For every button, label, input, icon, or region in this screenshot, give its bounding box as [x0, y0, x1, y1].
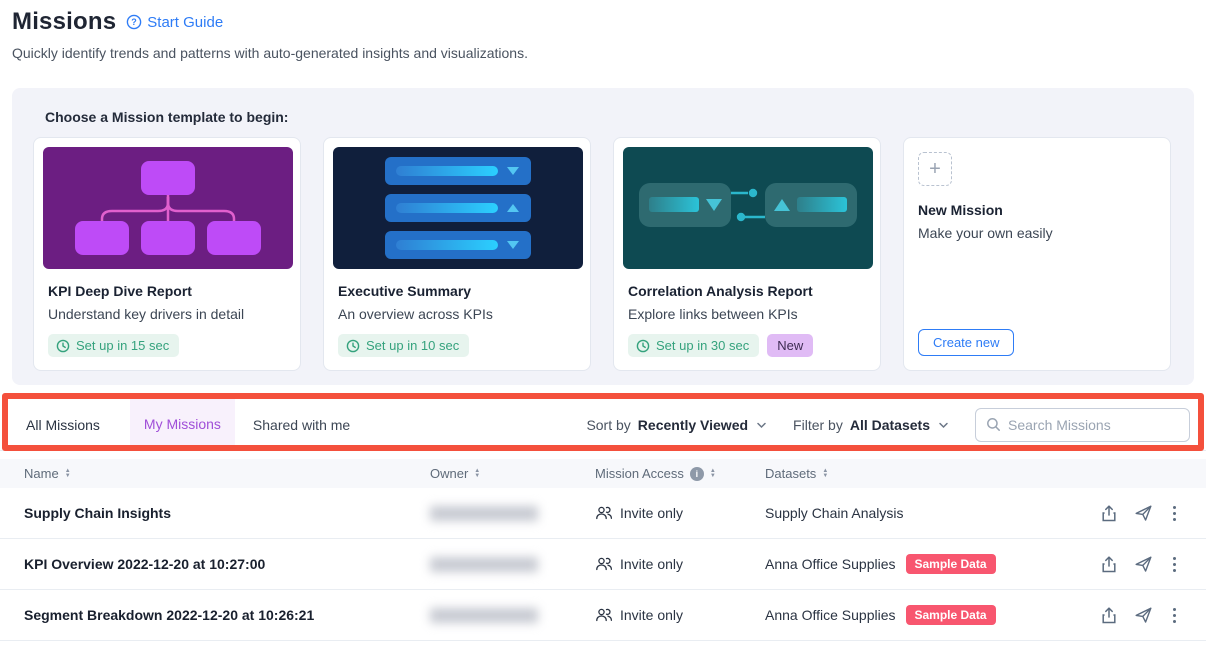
dataset-cell: Anna Office Supplies Sample Data [765, 554, 1090, 574]
column-header-mission-access[interactable]: Mission Access i ▲ ▼ [595, 466, 716, 481]
correlation-illustration [623, 147, 873, 269]
chevron-down-icon [756, 421, 767, 429]
sort-arrows-icon: ▲ ▼ [822, 467, 829, 479]
setup-time-badge: Set up in 15 sec [48, 334, 180, 357]
question-circle-icon: ? [126, 14, 142, 30]
export-icon[interactable] [1100, 504, 1118, 523]
kebab-menu-icon[interactable] [1169, 504, 1180, 523]
card-title: Correlation Analysis Report [628, 283, 813, 299]
filter-by-value: All Datasets [849, 416, 930, 433]
mission-access: Invite only [595, 556, 765, 572]
kebab-menu-icon[interactable] [1169, 606, 1180, 625]
table-row[interactable]: Segment Breakdown 2022-12-20 at 10:26:21… [0, 590, 1206, 641]
missions-table: Name ▲ ▼ Owner ▲ ▼ Mission Access i ▲ ▼ Dat… [0, 459, 1206, 641]
table-row[interactable]: KPI Overview 2022-12-20 at 10:27:00 Invi… [0, 539, 1206, 590]
table-row[interactable]: Supply Chain Insights Invite only Supply… [0, 488, 1206, 539]
template-card-kpi-deep-dive[interactable]: KPI Deep Dive Report Understand key driv… [33, 137, 301, 371]
owner-redacted [430, 607, 538, 623]
mission-access: Invite only [595, 505, 765, 521]
filter-by-dropdown[interactable]: Filter by All Datasets [793, 417, 949, 433]
summary-bars-illustration [333, 147, 583, 269]
kpi-tree-illustration [43, 147, 293, 269]
tab-my-missions[interactable]: My Missions [129, 399, 235, 450]
sort-by-dropdown[interactable]: Sort by Recently Viewed [586, 417, 767, 433]
dataset-cell: Anna Office Supplies Sample Data [765, 605, 1090, 625]
column-header-name[interactable]: Name ▲ ▼ [24, 466, 71, 481]
sort-arrows-icon: ▲ ▼ [709, 467, 716, 479]
page-header: Missions ? Start Guide Quickly identify … [12, 8, 528, 61]
template-heading: Choose a Mission template to begin: [45, 109, 289, 125]
tab-all-missions[interactable]: All Missions [26, 416, 100, 433]
people-icon [596, 557, 613, 571]
start-guide-label: Start Guide [147, 13, 224, 31]
clock-icon [56, 339, 70, 352]
card-title: KPI Deep Dive Report [48, 283, 192, 299]
owner-redacted [430, 505, 538, 521]
card-title: Executive Summary [338, 283, 472, 299]
mission-name[interactable]: Supply Chain Insights [24, 505, 172, 521]
svg-text:?: ? [132, 17, 138, 27]
table-header-row: Name ▲ ▼ Owner ▲ ▼ Mission Access i ▲ ▼ Dat… [0, 459, 1206, 488]
mission-name[interactable]: Segment Breakdown 2022-12-20 at 10:26:21 [24, 607, 315, 623]
people-icon [596, 608, 613, 622]
card-subtitle: Understand key drivers in detail [48, 306, 245, 322]
start-guide-link[interactable]: ? Start Guide [126, 14, 223, 31]
mission-name[interactable]: KPI Overview 2022-12-20 at 10:27:00 [24, 556, 266, 572]
export-icon[interactable] [1100, 606, 1118, 625]
dataset-cell: Supply Chain Analysis [765, 505, 904, 521]
sample-data-badge: Sample Data [905, 605, 996, 625]
missions-list-toolbar: All Missions My Missions Shared with me … [0, 399, 1206, 451]
export-icon[interactable] [1100, 555, 1118, 574]
search-icon [987, 418, 1000, 431]
card-subtitle: Explore links between KPIs [628, 306, 798, 322]
card-subtitle: An overview across KPIs [338, 306, 493, 322]
template-panel: Choose a Mission template to begin: KPI … [12, 88, 1194, 385]
page-subtitle: Quickly identify trends and patterns wit… [12, 45, 528, 61]
info-icon[interactable]: i [689, 466, 704, 481]
clock-icon [346, 339, 360, 352]
setup-time-badge: Set up in 10 sec [338, 334, 470, 357]
sort-by-label: Sort by [586, 416, 631, 433]
people-icon [596, 506, 613, 520]
send-icon[interactable] [1134, 504, 1153, 522]
new-mission-subtitle: Make your own easily [918, 225, 1053, 241]
page-title: Missions [12, 8, 117, 35]
clock-icon [636, 339, 650, 352]
create-new-button[interactable]: Create new [918, 329, 1015, 356]
send-icon[interactable] [1134, 606, 1153, 624]
plus-icon: + [918, 152, 952, 186]
sample-data-badge: Sample Data [905, 554, 996, 574]
new-mission-card[interactable]: + New Mission Make your own easily Creat… [903, 137, 1171, 371]
new-mission-title: New Mission [918, 202, 1003, 218]
mission-access: Invite only [595, 607, 765, 623]
sort-by-value: Recently Viewed [637, 416, 749, 433]
send-icon[interactable] [1134, 555, 1153, 573]
search-input[interactable] [1008, 416, 1179, 433]
owner-redacted [430, 556, 538, 572]
sort-arrows-icon: ▲ ▼ [64, 467, 71, 479]
template-card-executive-summary[interactable]: Executive Summary An overview across KPI… [323, 137, 591, 371]
sort-arrows-icon: ▲ ▼ [474, 467, 481, 479]
filter-by-label: Filter by [793, 416, 843, 433]
kebab-menu-icon[interactable] [1169, 555, 1180, 574]
column-header-owner[interactable]: Owner ▲ ▼ [430, 466, 481, 481]
new-badge: New [767, 334, 814, 357]
missions-tabs: All Missions My Missions Shared with me [0, 399, 372, 450]
template-card-correlation-analysis[interactable]: Correlation Analysis Report Explore link… [613, 137, 881, 371]
column-header-datasets[interactable]: Datasets ▲ ▼ [765, 466, 829, 481]
tab-shared-with-me[interactable]: Shared with me [252, 416, 351, 433]
search-box[interactable] [975, 407, 1190, 442]
chevron-down-icon [938, 421, 949, 429]
setup-time-badge: Set up in 30 sec [628, 334, 760, 357]
